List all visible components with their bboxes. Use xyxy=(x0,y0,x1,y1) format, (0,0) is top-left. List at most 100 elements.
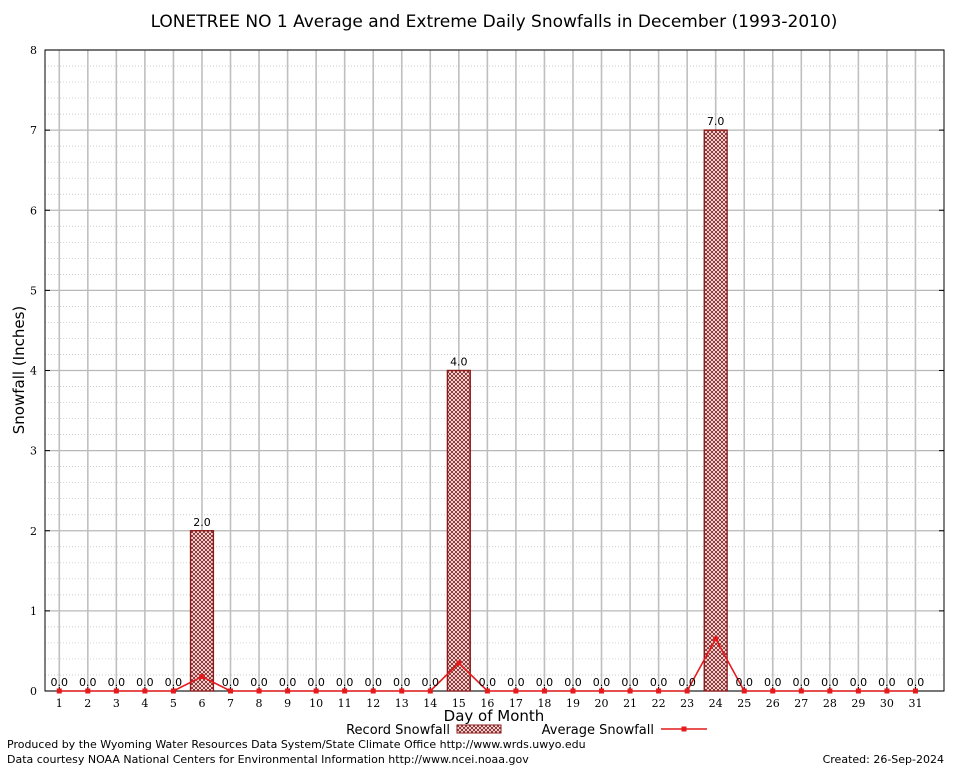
bar-value-label: 0.0 xyxy=(279,676,297,689)
x-tick-label: 18 xyxy=(537,697,551,710)
x-tick-label: 2 xyxy=(84,697,91,710)
average-point xyxy=(513,688,519,694)
bar-value-label: 0.0 xyxy=(393,676,411,689)
average-point xyxy=(656,688,662,694)
average-point xyxy=(313,688,319,694)
average-point xyxy=(798,688,804,694)
average-point xyxy=(256,688,262,694)
data-labels: 0.0 0.0 0.0 0.0 0.0 2.0 0.0 0.0 0.0 0.0 0.0 0.0 0.0 0… xyxy=(51,115,925,689)
bar-value-label: 0.0 xyxy=(108,676,126,689)
average-point xyxy=(684,688,690,694)
footer-created: Created: 26-Sep-2024 xyxy=(823,753,944,766)
chart-title: LONETREE NO 1 Average and Extreme Daily … xyxy=(151,12,838,32)
bar-value-label: 0.0 xyxy=(650,676,668,689)
average-point xyxy=(142,688,148,694)
x-tick-label: 28 xyxy=(823,697,837,710)
average-point xyxy=(627,688,633,694)
bar-value-label: 0.0 xyxy=(735,676,753,689)
footer-produced-by: Produced by the Wyoming Water Resources … xyxy=(7,738,586,751)
x-tick-label: 3 xyxy=(113,697,120,710)
grid-lines xyxy=(45,49,944,692)
legend: Record Snowfall Average Snowfall xyxy=(346,723,707,738)
y-tick-label: 6 xyxy=(30,204,37,217)
bar-value-label: 0.0 xyxy=(593,676,611,689)
x-tick-label: 5 xyxy=(170,697,177,710)
x-tick-label: 17 xyxy=(509,697,523,710)
legend-record-label: Record Snowfall xyxy=(346,723,450,738)
x-tick-label: 25 xyxy=(737,697,751,710)
legend-record-swatch xyxy=(456,724,502,734)
y-axis-title: Snowfall (Inches) xyxy=(10,306,28,434)
x-tick-label: 13 xyxy=(395,697,409,710)
x-tick-label: 26 xyxy=(766,697,780,710)
bar-value-label: 0.0 xyxy=(507,676,525,689)
x-tick-label: 11 xyxy=(338,697,352,710)
x-tick-label: 9 xyxy=(284,697,291,710)
bar-value-label: 0.0 xyxy=(79,676,97,689)
x-tick-label: 10 xyxy=(309,697,323,710)
average-point xyxy=(56,688,62,694)
record-bar xyxy=(703,129,728,692)
average-point xyxy=(912,688,918,694)
average-point xyxy=(370,688,376,694)
average-point xyxy=(770,688,776,694)
record-bar xyxy=(189,530,215,692)
bars-group xyxy=(189,129,728,692)
y-tick-label: 2 xyxy=(30,525,37,538)
bar-value-label: 2.0 xyxy=(193,516,211,529)
record-bar xyxy=(446,369,471,692)
bar-value-label: 7.0 xyxy=(707,115,725,128)
bar-value-label: 0.0 xyxy=(621,676,639,689)
bar-value-label: 0.0 xyxy=(307,676,325,689)
bar-value-label: 4.0 xyxy=(450,356,468,369)
average-point xyxy=(541,688,547,694)
bar-value-label: 0.0 xyxy=(479,676,497,689)
x-tick-label: 27 xyxy=(794,697,808,710)
legend-average-label: Average Snowfall xyxy=(542,723,654,738)
x-tick-label: 31 xyxy=(908,697,922,710)
bar-value-label: 0.0 xyxy=(821,676,839,689)
x-tick-label: 30 xyxy=(880,697,894,710)
bar-value-label: 0.0 xyxy=(336,676,354,689)
x-tick-label: 29 xyxy=(851,697,865,710)
x-tick-label: 7 xyxy=(227,697,234,710)
bar-value-label: 0.0 xyxy=(364,676,382,689)
average-point xyxy=(85,688,91,694)
x-tick-label: 20 xyxy=(595,697,609,710)
y-tick-label: 8 xyxy=(30,44,37,57)
x-tick-label: 14 xyxy=(423,697,437,710)
x-tick-label: 21 xyxy=(623,697,637,710)
bar-value-label: 0.0 xyxy=(564,676,582,689)
bar-value-label: 0.0 xyxy=(678,676,696,689)
bar-value-label: 0.0 xyxy=(907,676,925,689)
average-point xyxy=(170,688,176,694)
x-tick-label: 1 xyxy=(56,697,63,710)
y-tick-label: 5 xyxy=(30,284,37,297)
x-tick-label: 22 xyxy=(652,697,666,710)
bar-value-label: 0.0 xyxy=(250,676,268,689)
average-line-group xyxy=(56,636,918,694)
y-tick-label: 3 xyxy=(30,445,37,458)
bar-value-label: 0.0 xyxy=(51,676,69,689)
legend-average-marker xyxy=(681,726,687,732)
x-tick-label: 23 xyxy=(680,697,694,710)
x-tick-label: 15 xyxy=(452,697,466,710)
y-tick-label: 7 xyxy=(30,124,37,137)
average-point xyxy=(399,688,405,694)
average-point xyxy=(570,688,576,694)
x-tick-label: 8 xyxy=(256,697,263,710)
average-point xyxy=(342,688,348,694)
average-point xyxy=(484,688,490,694)
x-tick-label: 12 xyxy=(366,697,380,710)
average-point xyxy=(199,674,205,680)
bar-value-label: 0.0 xyxy=(422,676,440,689)
average-point xyxy=(884,688,890,694)
bar-value-label: 0.0 xyxy=(222,676,240,689)
x-tick-label: 6 xyxy=(198,697,205,710)
average-point xyxy=(456,660,462,666)
average-point xyxy=(113,688,119,694)
average-point xyxy=(599,688,605,694)
average-point xyxy=(827,688,833,694)
